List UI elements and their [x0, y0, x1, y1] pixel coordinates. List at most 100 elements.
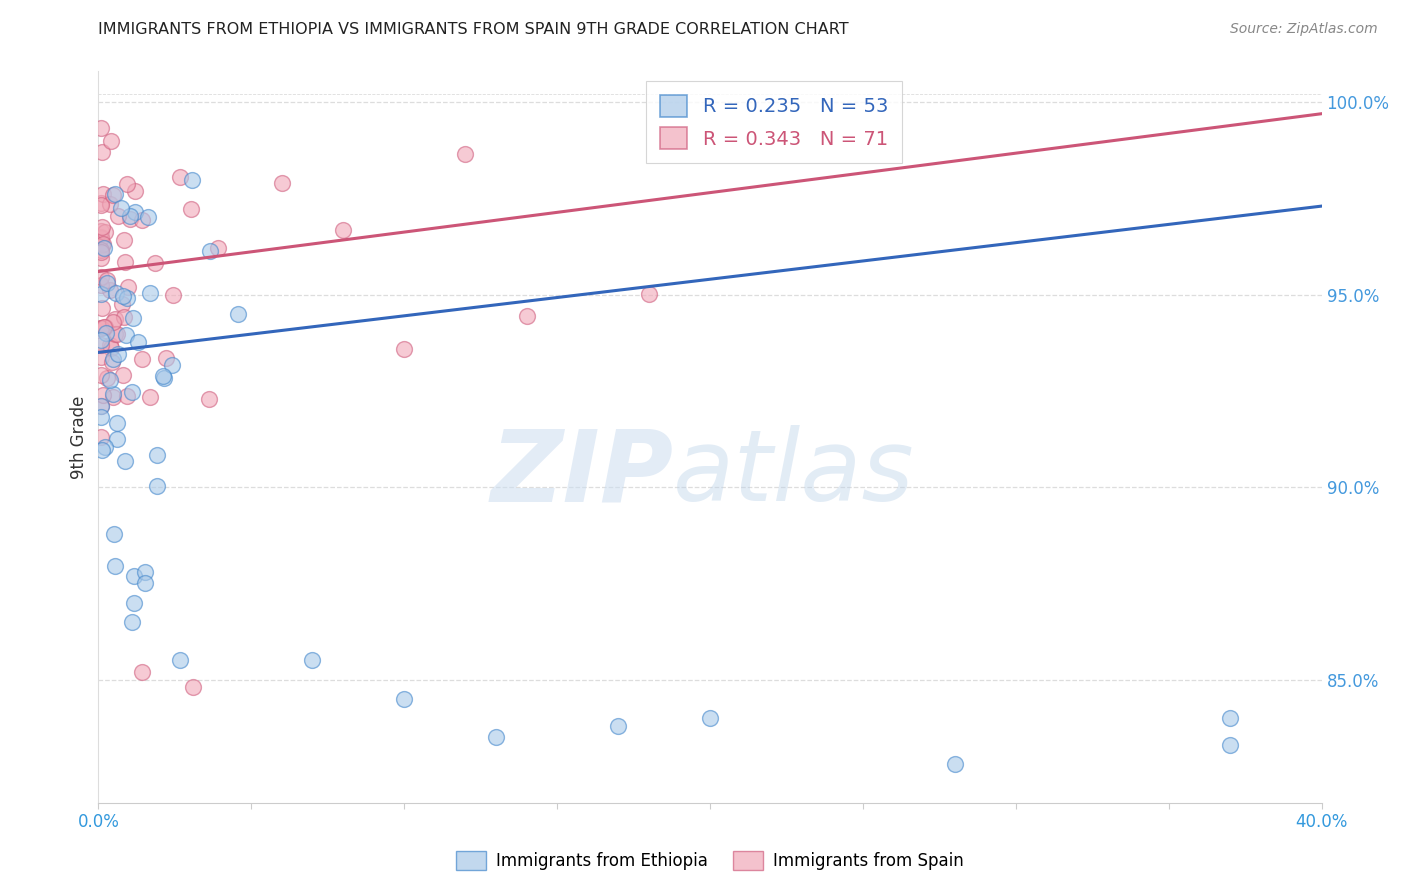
Point: [90, 219, 112, 234]
Point: [94, 320, 117, 334]
Point: [153, 371, 176, 385]
Point: [136, 210, 159, 224]
Point: [90, 287, 112, 301]
Point: [101, 386, 124, 401]
Point: [1219, 738, 1241, 752]
Point: [117, 279, 139, 293]
Point: [90, 197, 112, 211]
Point: [485, 731, 508, 745]
Point: [699, 711, 721, 725]
Point: [152, 369, 174, 384]
Point: [146, 448, 169, 462]
Point: [516, 309, 538, 323]
Point: [98, 197, 121, 211]
Point: [112, 233, 135, 247]
Point: [121, 384, 143, 399]
Point: [111, 297, 134, 311]
Point: [100, 341, 122, 355]
Point: [115, 389, 138, 403]
Point: [111, 368, 134, 382]
Point: [198, 392, 221, 407]
Point: [101, 354, 124, 368]
Point: [90, 321, 112, 335]
Point: [104, 326, 127, 341]
Point: [169, 169, 191, 184]
Point: [90, 245, 112, 260]
Point: [160, 358, 183, 372]
Point: [105, 432, 128, 446]
Y-axis label: 9th Grade: 9th Grade: [70, 395, 89, 479]
Point: [122, 569, 145, 583]
Point: [120, 212, 142, 227]
Point: [131, 351, 153, 366]
Point: [96, 276, 118, 290]
Point: [90, 251, 112, 265]
Point: [104, 558, 127, 573]
Point: [104, 186, 127, 201]
Text: atlas: atlas: [673, 425, 915, 522]
Point: [105, 327, 128, 342]
Point: [90, 399, 112, 413]
Point: [98, 337, 121, 351]
Point: [131, 665, 153, 679]
Point: [207, 241, 229, 255]
Point: [131, 212, 153, 227]
Point: [118, 209, 141, 223]
Point: [90, 224, 112, 238]
Point: [90, 229, 112, 244]
Point: [90, 442, 112, 457]
Point: [101, 352, 124, 367]
Point: [115, 178, 138, 192]
Text: ZIP: ZIP: [491, 425, 673, 522]
Legend: Immigrants from Ethiopia, Immigrants from Spain: Immigrants from Ethiopia, Immigrants fro…: [449, 843, 972, 879]
Point: [90, 368, 112, 382]
Point: [607, 719, 630, 733]
Point: [93, 319, 115, 334]
Point: [115, 328, 138, 343]
Point: [90, 121, 112, 136]
Point: [115, 291, 138, 305]
Point: [112, 289, 135, 303]
Point: [392, 342, 416, 356]
Point: [454, 146, 477, 161]
Point: [101, 315, 124, 329]
Point: [93, 186, 115, 201]
Point: [134, 576, 156, 591]
Point: [169, 653, 191, 667]
Point: [139, 286, 162, 301]
Point: [91, 237, 114, 252]
Point: [93, 225, 115, 239]
Point: [100, 134, 122, 148]
Point: [122, 596, 145, 610]
Point: [114, 454, 136, 468]
Point: [637, 286, 661, 301]
Point: [90, 351, 112, 365]
Point: [90, 231, 112, 245]
Point: [301, 653, 323, 667]
Point: [138, 390, 160, 404]
Point: [91, 388, 114, 402]
Point: [105, 416, 128, 430]
Point: [98, 283, 121, 297]
Point: [90, 400, 112, 414]
Point: [91, 301, 114, 315]
Point: [94, 440, 117, 454]
Text: IMMIGRANTS FROM ETHIOPIA VS IMMIGRANTS FROM SPAIN 9TH GRADE CORRELATION CHART: IMMIGRANTS FROM ETHIOPIA VS IMMIGRANTS F…: [98, 22, 849, 37]
Point: [94, 326, 117, 341]
Point: [90, 430, 112, 444]
Text: Source: ZipAtlas.com: Source: ZipAtlas.com: [1230, 22, 1378, 37]
Point: [155, 351, 177, 365]
Point: [93, 241, 115, 255]
Point: [127, 334, 149, 349]
Point: [90, 320, 112, 334]
Point: [90, 270, 112, 285]
Point: [90, 244, 112, 258]
Point: [180, 202, 202, 216]
Point: [90, 145, 112, 160]
Point: [943, 757, 966, 772]
Point: [90, 409, 112, 424]
Point: [162, 288, 184, 302]
Point: [124, 184, 146, 198]
Point: [134, 565, 156, 579]
Point: [270, 176, 292, 190]
